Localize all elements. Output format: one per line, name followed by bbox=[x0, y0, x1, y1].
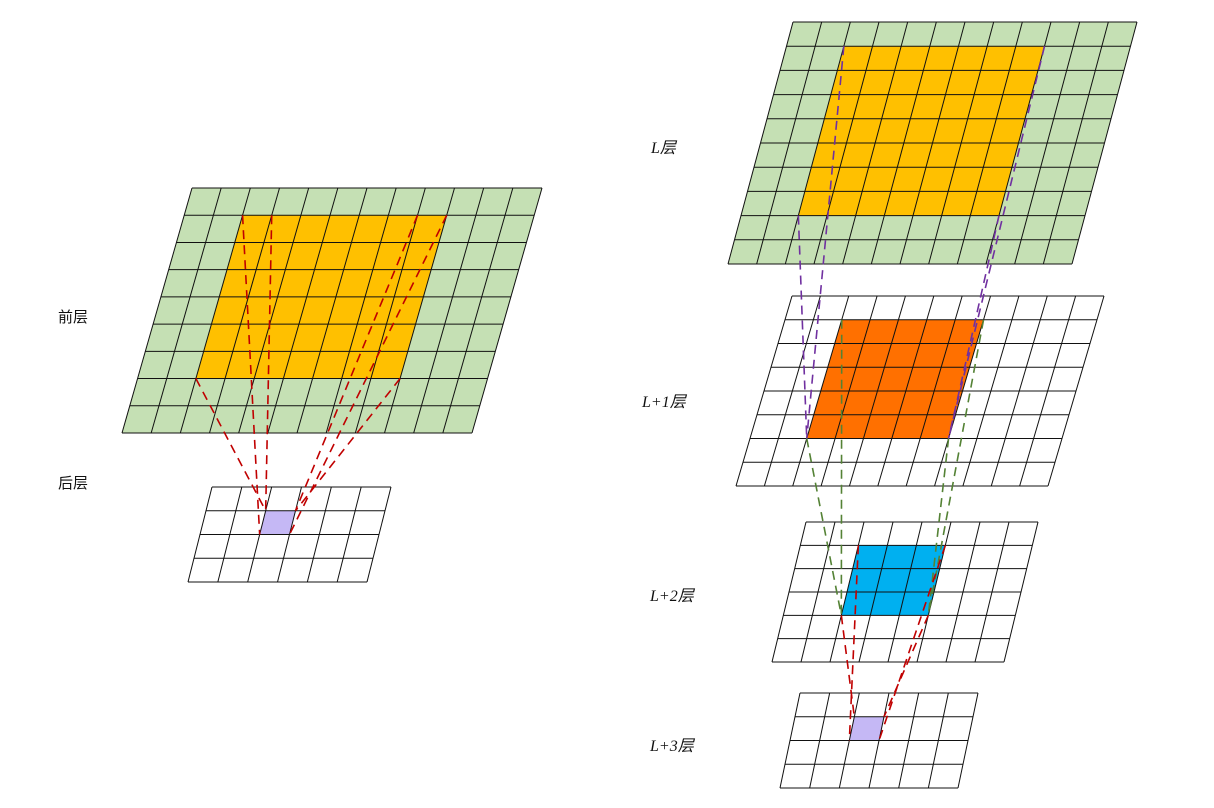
grid-col-line bbox=[277, 486, 302, 583]
grid-col-line bbox=[927, 692, 949, 789]
grid-col-line bbox=[296, 187, 368, 434]
grid-col-line bbox=[763, 295, 821, 487]
grid-col-line bbox=[870, 21, 937, 265]
layer-L-grid bbox=[727, 21, 1138, 265]
back-layer-label: 后层 bbox=[58, 474, 89, 492]
layer-L2-receptive-field bbox=[841, 545, 946, 616]
grid-col-line bbox=[1003, 521, 1039, 663]
grid-col-line bbox=[858, 521, 894, 663]
layer-L3-label: L+3层 bbox=[650, 738, 694, 755]
grid-col-line bbox=[962, 295, 1020, 487]
grid-col-line bbox=[974, 521, 1010, 663]
grid-col-line bbox=[442, 187, 514, 434]
L2-to-L3-line-d bbox=[883, 615, 930, 718]
grid-col-line bbox=[956, 21, 1023, 265]
grid-col-line bbox=[877, 295, 935, 487]
projection-lines bbox=[195, 46, 1046, 741]
grid-col-line bbox=[413, 187, 485, 434]
grid-col-line bbox=[735, 295, 793, 487]
grid-col-line bbox=[336, 486, 362, 583]
grid-col-line bbox=[1047, 295, 1105, 487]
grid-col-line bbox=[1071, 21, 1138, 265]
L-to-L1-line-d bbox=[947, 215, 1000, 439]
grid-col-line bbox=[813, 21, 880, 265]
grid-col-line bbox=[957, 692, 979, 789]
layer-L3-target-cell bbox=[849, 716, 884, 741]
grid-col-line bbox=[784, 21, 851, 265]
layer-L-label: L层 bbox=[651, 140, 676, 157]
L2-to-L3-line-a bbox=[848, 545, 860, 741]
grid-col-line bbox=[354, 187, 426, 434]
L-to-L1-line-b bbox=[947, 46, 1046, 439]
back-layer-grid bbox=[187, 486, 392, 583]
grid-col-line bbox=[187, 486, 213, 583]
L2-to-L3-line-c bbox=[840, 615, 856, 717]
grid-col-line bbox=[179, 187, 251, 434]
grid-col-line bbox=[1042, 21, 1109, 265]
grid-col-line bbox=[800, 521, 836, 663]
grid-col-line bbox=[306, 486, 332, 583]
grid-col-line bbox=[905, 295, 963, 487]
grid-col-line bbox=[898, 692, 920, 789]
grid-col-line bbox=[928, 21, 995, 265]
layer-L2-label: L+2层 bbox=[650, 588, 694, 605]
grid-col-line bbox=[792, 295, 850, 487]
grid-col-line bbox=[842, 21, 909, 265]
grid-col-line bbox=[887, 521, 923, 663]
front-proj-line-inner-l bbox=[264, 215, 273, 511]
layer-L1-grid bbox=[735, 295, 1105, 487]
grid-col-line bbox=[1019, 295, 1077, 487]
grid-col-line bbox=[756, 21, 823, 265]
front-proj-line-inner-r bbox=[294, 214, 419, 512]
grid-col-line bbox=[848, 295, 906, 487]
back-target-cell bbox=[259, 510, 296, 535]
grid-col-line bbox=[267, 187, 339, 434]
front-proj-line-tl bbox=[241, 215, 261, 535]
grid-col-line bbox=[945, 521, 981, 663]
layer-L1-receptive-field bbox=[806, 319, 984, 439]
grid-col-line bbox=[990, 295, 1048, 487]
L1-to-L2-line-b bbox=[927, 319, 985, 616]
grid-col-line bbox=[727, 21, 794, 265]
grid-col-line bbox=[238, 187, 310, 434]
grid-col-line bbox=[366, 486, 392, 583]
L-to-L1-line-c bbox=[797, 215, 808, 439]
grid-col-line bbox=[868, 692, 890, 789]
front-layer-grid bbox=[121, 187, 543, 434]
grid-col-line bbox=[150, 187, 222, 434]
grid-col-line bbox=[217, 486, 243, 583]
grid-layers bbox=[121, 21, 1138, 789]
layer-L2-grid bbox=[771, 521, 1039, 663]
grid-col-line bbox=[209, 187, 280, 434]
front-proj-line-br bbox=[294, 378, 401, 512]
grid-col-line bbox=[934, 295, 992, 487]
grid-col-line bbox=[121, 187, 193, 434]
layer-L-receptive-field bbox=[798, 46, 1045, 216]
grid-col-line bbox=[325, 187, 397, 434]
grid-col-line bbox=[820, 295, 878, 487]
L2-to-L3-line-b bbox=[878, 545, 947, 741]
grid-col-line bbox=[1014, 21, 1081, 265]
grid-col-line bbox=[771, 521, 807, 663]
grid-col-line bbox=[809, 692, 831, 789]
grid-col-line bbox=[779, 692, 801, 789]
L1-to-L2-line-c bbox=[805, 438, 843, 616]
front-proj-line-bl bbox=[195, 378, 267, 512]
grid-col-line bbox=[471, 187, 543, 434]
layer-L1-label: L+1层 bbox=[642, 394, 686, 411]
L-to-L1-line-a bbox=[805, 46, 845, 439]
grid-col-line bbox=[384, 187, 455, 434]
grid-col-line bbox=[899, 21, 966, 265]
front-layer-label: 前层 bbox=[58, 308, 89, 326]
